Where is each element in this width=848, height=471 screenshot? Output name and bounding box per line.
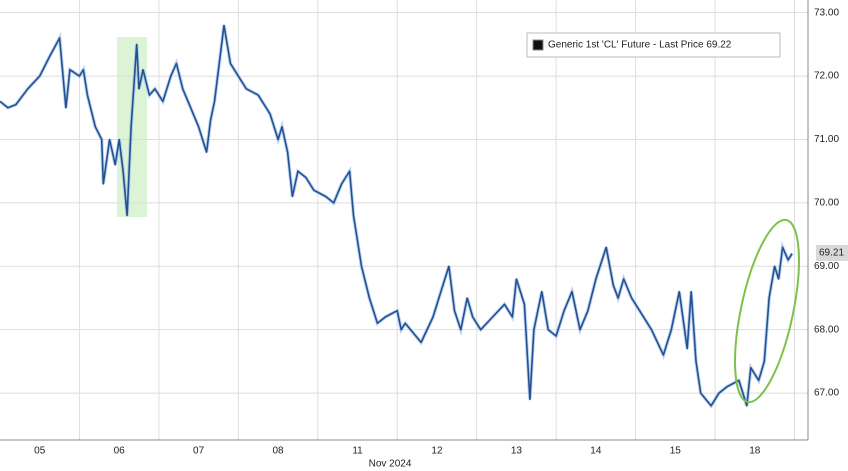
y-tick-label: 67.00 <box>814 388 839 399</box>
last-price-label: 69.21 <box>819 248 844 259</box>
x-tick-label: 07 <box>193 446 205 457</box>
last-price-tag <box>816 244 848 261</box>
x-axis-title: Nov 2024 <box>369 459 412 470</box>
x-tick-label: 18 <box>749 446 761 457</box>
x-tick-label: 05 <box>34 446 46 457</box>
legend-swatch <box>532 39 544 51</box>
y-tick-label: 71.00 <box>814 134 839 145</box>
x-tick-label: 06 <box>114 446 126 457</box>
x-tick-label: 11 <box>352 446 363 457</box>
x-tick-label: 12 <box>431 446 443 457</box>
x-tick-label: 15 <box>670 446 682 457</box>
plot <box>0 24 794 409</box>
price-line <box>0 24 793 407</box>
x-tick-label: 08 <box>273 446 285 457</box>
legend-box <box>526 32 781 58</box>
y-tick-label: 68.00 <box>814 324 839 335</box>
y-tick-label: 72.00 <box>814 71 839 82</box>
highlight-ellipse <box>734 218 800 404</box>
y-tick-label: 70.00 <box>814 198 839 209</box>
x-tick-label: 14 <box>590 446 602 457</box>
legend-label: Generic 1st 'CL' Future - Last Price 69.… <box>548 40 732 51</box>
y-tick-label: 73.00 <box>814 7 839 18</box>
x-tick-label: 13 <box>511 446 523 457</box>
y-tick-label: 69.00 <box>814 261 839 272</box>
